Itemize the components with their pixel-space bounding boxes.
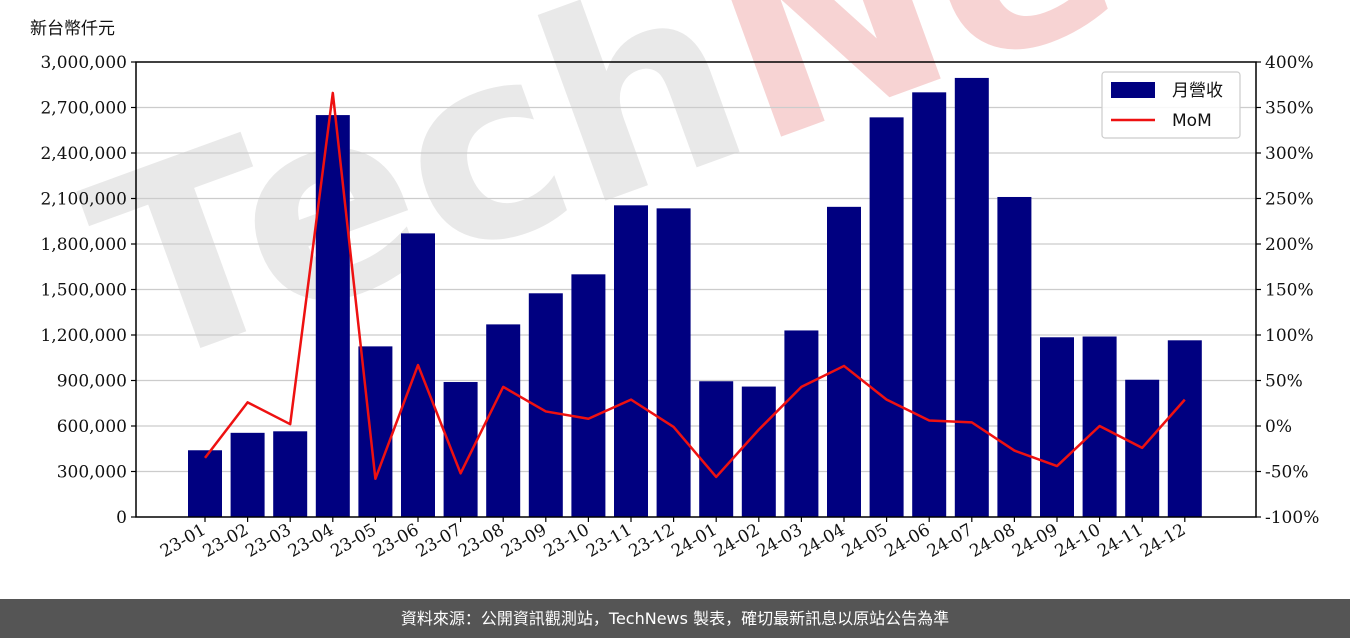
- legend-label-mom: MoM: [1172, 111, 1212, 131]
- bar-24-07: [954, 77, 989, 518]
- x-tick-label: 24-12: [1137, 520, 1189, 562]
- x-tick-label: 24-01: [668, 520, 720, 562]
- x-tick-label: 24-05: [839, 520, 891, 562]
- bar-24-01: [699, 381, 734, 517]
- y-left-tick-label: 2,700,000: [40, 99, 127, 119]
- y-axis-unit-label: 新台幣仟元: [30, 19, 115, 39]
- bar-24-05: [869, 117, 904, 517]
- x-tick-label: 23-06: [370, 520, 422, 562]
- y-left-tick-label: 900,000: [57, 372, 127, 392]
- bar-23-01: [188, 450, 222, 517]
- source-footer: 資料來源：公開資訊觀測站，TechNews 製表，確切最新訊息以原站公告為準: [0, 599, 1350, 638]
- bar-23-11: [614, 205, 648, 517]
- y-right-tick-label: 200%: [1265, 235, 1314, 255]
- y-right-tick-label: -50%: [1265, 463, 1309, 483]
- bar-23-08: [486, 324, 521, 517]
- y-right-tick-label: 150%: [1265, 281, 1314, 301]
- bar-23-02: [230, 432, 265, 517]
- x-tick-label: 23-01: [157, 520, 209, 562]
- x-tick-label: 24-08: [966, 520, 1018, 562]
- x-tick-label: 24-10: [1052, 520, 1104, 562]
- watermark-logo: TechNews: [58, 0, 1350, 428]
- svg-text:TechNews: TechNews: [58, 0, 1350, 428]
- y-left-tick-label: 2,100,000: [40, 190, 127, 210]
- bar-23-04: [315, 115, 350, 517]
- y-right-tick-label: 100%: [1265, 326, 1314, 346]
- y-right-tick-label: 250%: [1265, 190, 1314, 210]
- bar-24-12: [1167, 340, 1202, 517]
- bar-24-09: [1040, 337, 1074, 517]
- legend-swatch-bar: [1111, 82, 1155, 98]
- bar-23-03: [273, 431, 308, 517]
- x-tick-label: 23-12: [626, 520, 678, 562]
- y-right-tick-label: 50%: [1265, 372, 1303, 392]
- y-left-tick-label: 1,500,000: [40, 281, 127, 301]
- mom-line: [204, 91, 1186, 481]
- bar-24-06: [912, 92, 947, 517]
- x-tick-label: 24-09: [1009, 520, 1061, 562]
- x-tick-label: 23-02: [200, 520, 252, 562]
- bar-24-02: [741, 386, 776, 517]
- x-tick-label: 24-06: [881, 520, 933, 562]
- y-left-tick-label: 600,000: [57, 417, 127, 437]
- x-tick-label: 24-04: [796, 520, 848, 562]
- x-tick-label: 23-05: [327, 520, 379, 562]
- x-tick-label: 24-11: [1094, 520, 1146, 562]
- y-right-tick-label: 350%: [1265, 99, 1314, 119]
- y-left-tick-label: 1,800,000: [40, 235, 127, 255]
- y-left-tick-label: 3,000,000: [40, 53, 127, 73]
- y-right-tick-label: 400%: [1265, 53, 1314, 73]
- chart-canvas: TechNews 0 300,000 600,000 900,000 1,200,000…: [40, 0, 1350, 562]
- legend-label-revenue: 月營收: [1172, 81, 1223, 101]
- x-tick-label: 24-03: [753, 520, 805, 562]
- bar-series: [188, 77, 1202, 518]
- bar-24-04: [827, 206, 861, 517]
- x-tick-label: 23-09: [498, 520, 550, 562]
- line-series: [204, 91, 1186, 481]
- y-right-tick-label: 0%: [1265, 417, 1292, 437]
- x-tick-label: 23-03: [242, 520, 294, 562]
- x-tick-label: 23-07: [413, 520, 465, 562]
- x-tick-label: 23-04: [285, 520, 337, 562]
- y-right-tick-label: -100%: [1265, 508, 1319, 528]
- bar-24-08: [997, 196, 1032, 517]
- x-tick-label: 24-07: [924, 520, 976, 562]
- x-tick-label: 23-08: [455, 520, 507, 562]
- x-tick-label: 23-10: [540, 520, 592, 562]
- x-tick-label: 23-11: [583, 520, 635, 562]
- bar-24-03: [784, 330, 819, 517]
- bar-23-12: [656, 208, 691, 517]
- bar-23-10: [571, 274, 606, 517]
- y-left-tick-label: 2,400,000: [40, 144, 127, 164]
- y-right-tick-label: 300%: [1265, 144, 1314, 164]
- bar-23-06: [401, 233, 435, 517]
- y-left-tick-label: 300,000: [57, 463, 127, 483]
- x-tick-label: 24-02: [711, 520, 763, 562]
- y-left-tick-label: 0: [116, 508, 127, 528]
- y-left-tick-label: 1,200,000: [40, 326, 127, 346]
- legend: 月營收 MoM: [1101, 71, 1241, 139]
